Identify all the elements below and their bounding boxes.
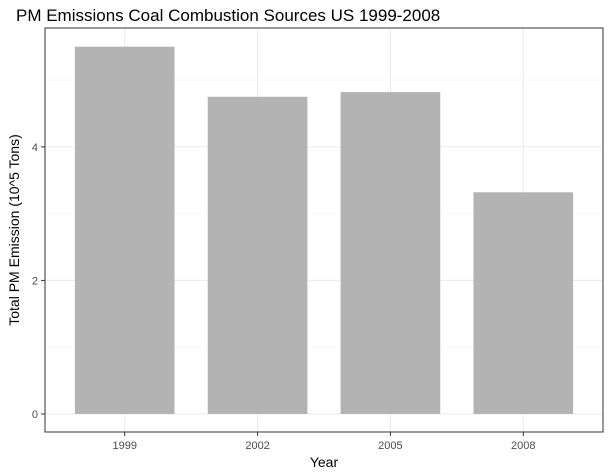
y-axis-title: Total PM Emission (10^5 Tons) [6, 134, 22, 326]
y-tick-label: 4 [32, 142, 38, 154]
panel-border [44, 27, 604, 433]
x-tick-label: 1999 [112, 440, 136, 452]
bar-2002 [207, 96, 308, 414]
y-tick-label: 0 [32, 409, 38, 421]
bars [74, 46, 574, 414]
bar-2008 [473, 192, 574, 414]
x-tick-label: 2002 [245, 440, 269, 452]
x-tick-label: 2005 [378, 440, 402, 452]
y-tick-label: 2 [32, 275, 38, 287]
y-axis: 0 2 4 [32, 142, 45, 421]
x-tick-label: 2008 [511, 440, 535, 452]
bar-2005 [340, 92, 441, 414]
x-axis: 1999 2002 2005 2008 [112, 432, 536, 452]
chart-title: PM Emissions Coal Combustion Sources US … [16, 6, 440, 25]
x-axis-title: Year [310, 454, 339, 470]
bar-1999 [74, 46, 175, 414]
